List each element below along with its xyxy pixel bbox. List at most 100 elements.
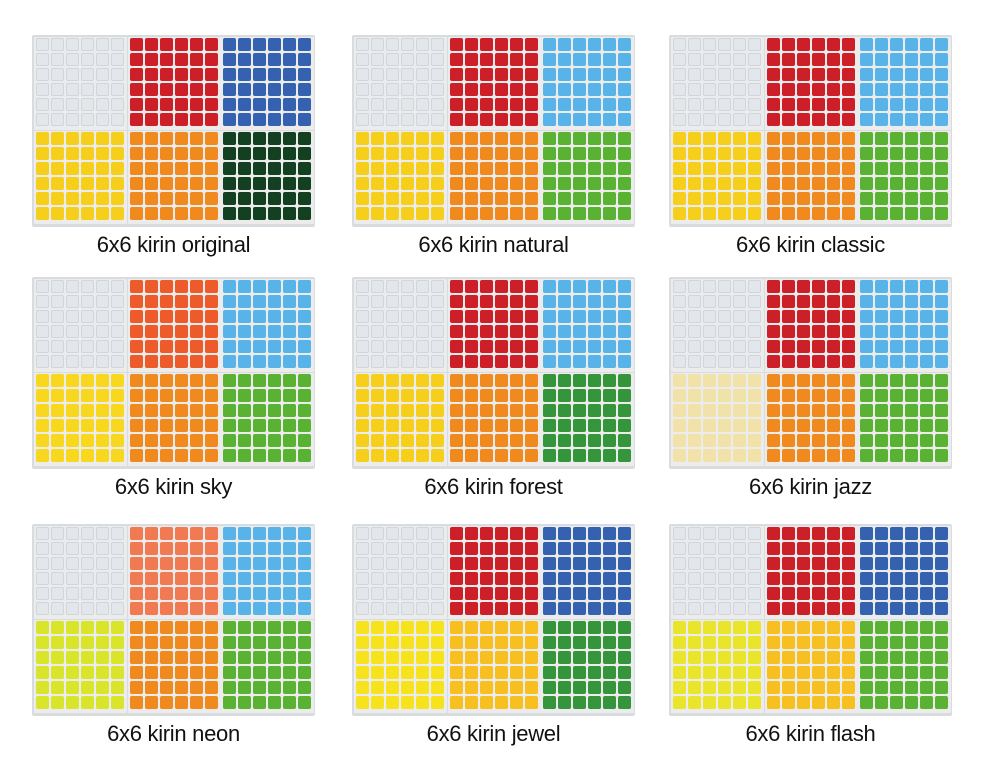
sticker (812, 340, 825, 353)
sticker (748, 557, 761, 570)
sticker (416, 621, 429, 634)
sticker (618, 389, 631, 402)
sticker (767, 696, 780, 709)
sticker (573, 68, 586, 81)
sticker (782, 602, 795, 615)
sticker (238, 147, 251, 160)
sticker (767, 192, 780, 205)
sticker (268, 681, 281, 694)
sticker (573, 636, 586, 649)
sticker (96, 374, 109, 387)
sticker (268, 38, 281, 51)
sticker-face-blue (541, 279, 634, 372)
sticker (558, 132, 571, 145)
sticker (827, 295, 840, 308)
sticker (386, 636, 399, 649)
sticker (495, 98, 508, 111)
sticker (860, 434, 873, 447)
sticker (525, 83, 538, 96)
sticker (558, 295, 571, 308)
sticker (81, 419, 94, 432)
sticker (238, 587, 251, 600)
sticker (703, 325, 716, 338)
sticker (875, 374, 888, 387)
sticker (767, 340, 780, 353)
sticker (480, 374, 493, 387)
sticker (748, 177, 761, 190)
sticker (767, 527, 780, 540)
sticker (81, 113, 94, 126)
sticker (603, 696, 616, 709)
sticker (145, 374, 158, 387)
sticker (703, 434, 716, 447)
sticker (797, 572, 810, 585)
sticker (130, 527, 143, 540)
sticker (673, 651, 686, 664)
sticker (703, 587, 716, 600)
sticker (842, 404, 855, 417)
sticker (66, 449, 79, 462)
sticker (356, 98, 369, 111)
sticker (588, 207, 601, 220)
sticker (401, 162, 414, 175)
sticker (223, 355, 236, 368)
sticker (718, 666, 731, 679)
sticker (450, 113, 463, 126)
sticker-face-blue (858, 37, 951, 130)
sticker (190, 53, 203, 66)
sticker-face-blue (858, 526, 951, 619)
sticker (703, 542, 716, 555)
sticker (767, 572, 780, 585)
sticker (371, 666, 384, 679)
sticker (588, 666, 601, 679)
sticker (890, 542, 903, 555)
sticker (145, 207, 158, 220)
sticker (718, 207, 731, 220)
sticker (797, 449, 810, 462)
sticker (588, 83, 601, 96)
sticker (130, 557, 143, 570)
sticker (842, 681, 855, 694)
sticker (96, 696, 109, 709)
sticker (111, 147, 124, 160)
sticker (130, 340, 143, 353)
sticker (718, 162, 731, 175)
sticker (718, 340, 731, 353)
sticker (782, 651, 795, 664)
sticker (718, 38, 731, 51)
sticker (860, 666, 873, 679)
sticker (298, 207, 311, 220)
sticker (525, 542, 538, 555)
sticker (588, 572, 601, 585)
sticker (603, 325, 616, 338)
sticker-face-green (221, 373, 314, 466)
sticker (480, 681, 493, 694)
sticker (718, 147, 731, 160)
sticker (160, 68, 173, 81)
sticker (450, 38, 463, 51)
sticker (205, 557, 218, 570)
sticker (401, 295, 414, 308)
sticker (618, 404, 631, 417)
sticker-sheet (352, 524, 635, 716)
sticker (510, 666, 523, 679)
sticker (748, 83, 761, 96)
sticker (618, 542, 631, 555)
sticker (603, 572, 616, 585)
sticker (827, 681, 840, 694)
sticker (767, 162, 780, 175)
sticker (416, 651, 429, 664)
sticker (688, 68, 701, 81)
sticker (890, 572, 903, 585)
sticker (875, 355, 888, 368)
sticker (603, 666, 616, 679)
sticker (842, 177, 855, 190)
sticker (703, 280, 716, 293)
sticker (130, 132, 143, 145)
sticker (130, 696, 143, 709)
sticker (416, 113, 429, 126)
sticker (827, 340, 840, 353)
sticker (827, 207, 840, 220)
sticker (450, 83, 463, 96)
sticker (205, 147, 218, 160)
